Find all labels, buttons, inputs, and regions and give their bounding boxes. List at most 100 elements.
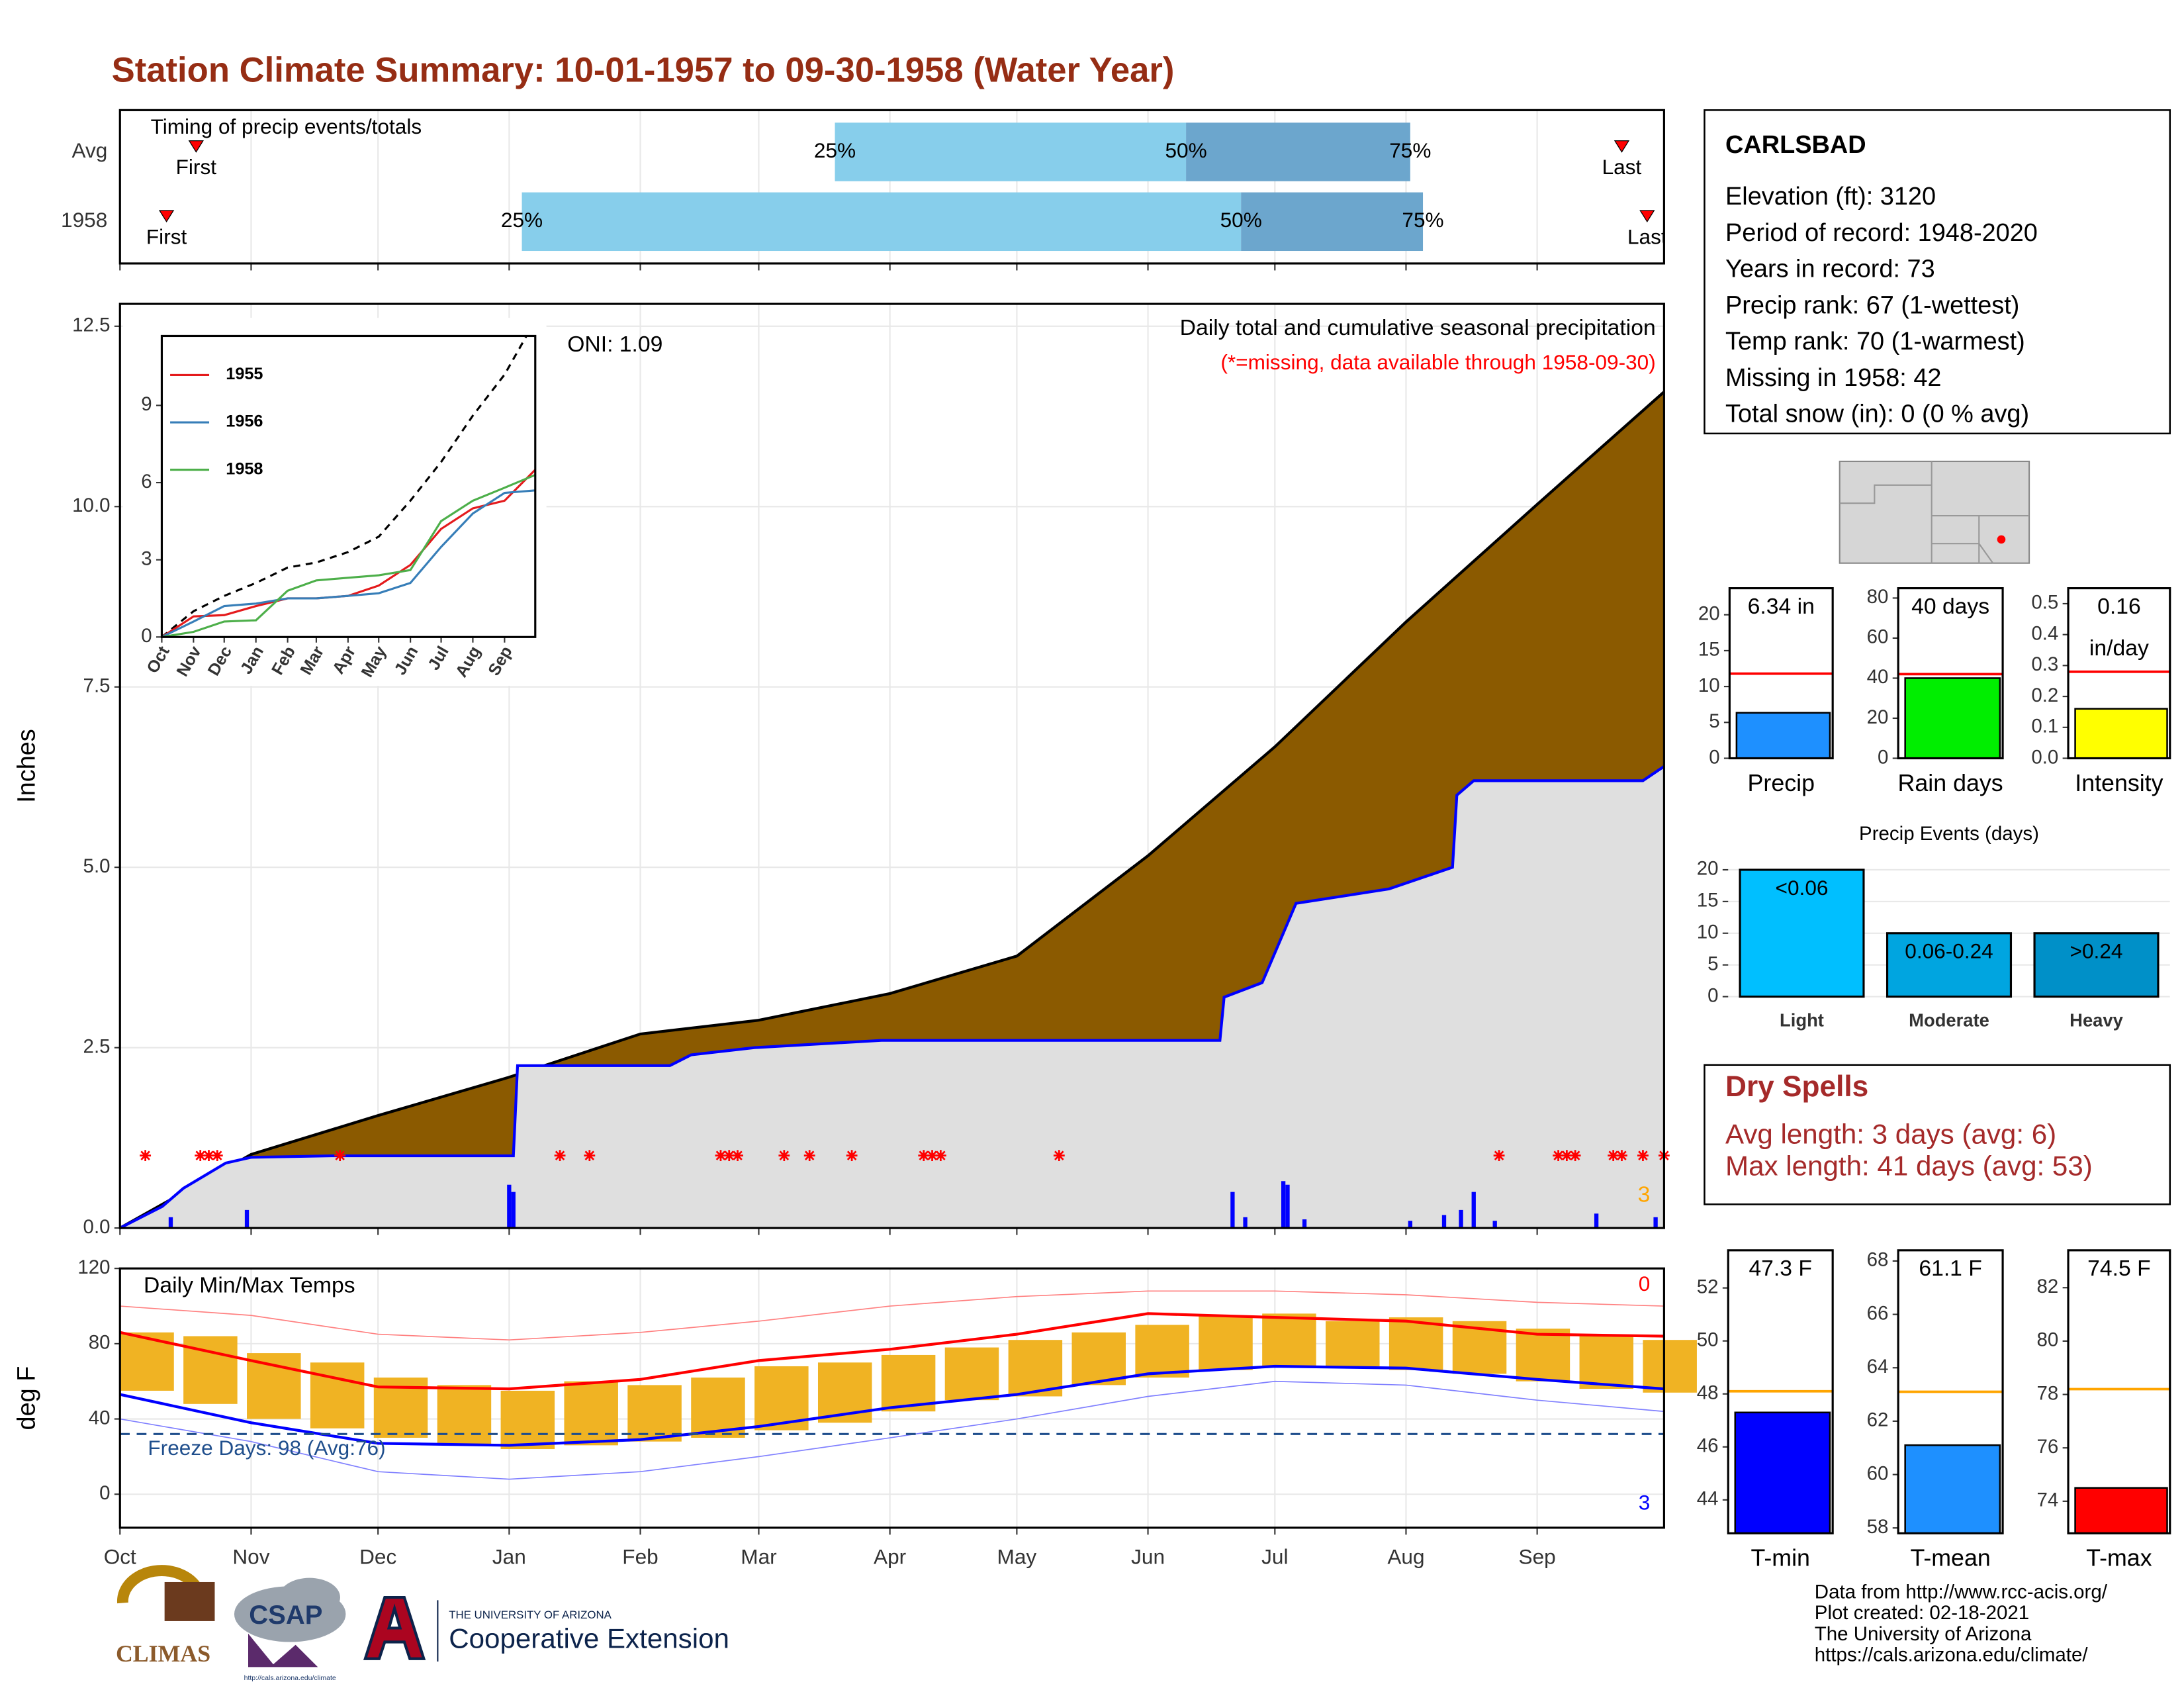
temp-line — [120, 1380, 1664, 1480]
y-tick-label: 46 — [1697, 1435, 1719, 1457]
y-tick-label: 66 — [1867, 1302, 1889, 1324]
x-tick-label: Mar — [741, 1545, 776, 1569]
daily-precip-bar — [1441, 1215, 1447, 1229]
map-borders — [1839, 461, 2030, 563]
y-tick-label: 6 — [141, 471, 152, 492]
y-tick-label: 120 — [77, 1256, 110, 1278]
daily-precip-bar — [511, 1192, 516, 1229]
gauge-label: T-max — [2086, 1545, 2152, 1571]
average-line — [161, 336, 528, 637]
locator-map — [1839, 460, 2030, 564]
quantile-label: 75% — [1389, 138, 1431, 162]
missing-marker — [195, 1150, 206, 1162]
plot-frame — [118, 303, 1665, 1229]
x-tick-label: Heavy — [2070, 1010, 2123, 1031]
y-tick-label: 58 — [1867, 1516, 1889, 1538]
quantile-bar — [835, 122, 1187, 181]
y-tick-label: 5 — [1707, 953, 1718, 974]
y-tick-label: 15 — [1697, 890, 1719, 912]
y-tick-label: 0.0 — [83, 1216, 111, 1238]
y-tick-label: 0.2 — [2031, 684, 2058, 706]
gauge-bar — [1735, 712, 1831, 759]
y-tick-label: 0 — [1707, 984, 1718, 1006]
daily-temp-bar — [1326, 1321, 1380, 1366]
missing-marker — [1561, 1150, 1572, 1162]
y-tick-label: 5 — [1709, 710, 1719, 732]
gauge-bar — [1904, 677, 2001, 759]
daily-precip-bar — [507, 1184, 512, 1229]
missing-marker — [1493, 1150, 1505, 1162]
gauge-bar — [2074, 1487, 2168, 1534]
dry-spells-title: Dry Spells — [1725, 1070, 1868, 1103]
marker-label: First — [176, 155, 217, 179]
inset-background — [122, 318, 547, 686]
y-tick-label: 0.1 — [2031, 716, 2058, 737]
bar — [1886, 932, 2013, 998]
station-line: Years in record: 73 — [1725, 256, 1935, 283]
csap-url: http://cals.arizona.edu/climate — [244, 1674, 336, 1682]
station-line: Precip rank: 67 (1-wettest) — [1725, 291, 2019, 319]
missing-marker — [584, 1150, 596, 1162]
missing-marker — [334, 1150, 346, 1162]
corner-label: 0 — [1639, 1272, 1651, 1295]
y-axis-label: Inches — [13, 729, 40, 803]
plot-frame — [1727, 1249, 1834, 1534]
y-tick-label: 80 — [2037, 1329, 2059, 1351]
daily-temp-bar — [1199, 1315, 1253, 1370]
x-tick-label: Moderate — [1909, 1010, 1989, 1031]
gauge-value-label: 61.1 F — [1919, 1256, 1982, 1281]
footer: Data from http://www.rcc-acis.org/ Plot … — [1815, 1581, 2108, 1666]
daily-temp-bar — [881, 1354, 936, 1412]
y-tick-label: 0.0 — [2031, 746, 2058, 768]
event-marker — [188, 140, 205, 153]
y-tick-label: 10.0 — [72, 494, 110, 516]
corner-label: 3 — [1639, 1490, 1651, 1514]
cumulative-line — [119, 391, 1665, 1229]
y-tick-label: 7.5 — [83, 675, 111, 697]
station-dot — [1997, 535, 2006, 544]
daily-temp-bar — [1135, 1325, 1189, 1378]
y-tick-label: 40 — [1867, 666, 1889, 688]
footer-line: Data from http://www.rcc-acis.org/ — [1815, 1581, 2108, 1603]
missing-marker — [732, 1150, 743, 1162]
missing-marker — [1053, 1150, 1065, 1162]
y-tick-label: 12.5 — [72, 314, 110, 336]
logos: CLIMAS CSAP http://cals.arizona.edu/clim… — [116, 1565, 729, 1682]
missing-marker — [1569, 1150, 1581, 1162]
missing-marker — [1616, 1150, 1627, 1162]
quantile-bar — [522, 192, 1242, 252]
gauge-bar — [1904, 1444, 2001, 1534]
cumulative-area — [120, 766, 1664, 1229]
chart-title: Precip Events (days) — [1859, 823, 2039, 845]
y-tick-label: 50 — [1697, 1329, 1719, 1350]
legend-label: 1956 — [226, 412, 263, 431]
page-title: Station Climate Summary: 10-01-1957 to 0… — [112, 50, 1175, 89]
quantile-bar — [1241, 192, 1424, 252]
row-label: Avg — [71, 138, 107, 162]
y-tick-label: 62 — [1867, 1409, 1889, 1431]
plot-frame — [160, 334, 537, 638]
missing-marker — [1637, 1150, 1649, 1162]
plot-frame — [118, 109, 1665, 265]
plot-frame — [1728, 587, 1834, 760]
station-line: Total snow (in): 0 (0 % avg) — [1725, 400, 2029, 428]
row-label: 1958 — [61, 208, 107, 232]
x-tick-label: Dec — [359, 1545, 396, 1569]
inset-clip — [161, 336, 535, 637]
gauge-value-label: 0.16 — [2097, 594, 2141, 619]
daily-temp-bar — [627, 1385, 682, 1442]
missing-marker — [554, 1150, 566, 1162]
bar-label: <0.06 — [1776, 876, 1829, 900]
daily-precip-bar — [1471, 1192, 1476, 1229]
daily-precip-bar — [1408, 1221, 1413, 1229]
missing-marker — [1553, 1150, 1565, 1162]
x-tick-label: Oct — [104, 1545, 136, 1569]
gauge-value-label: 74.5 F — [2087, 1256, 2151, 1281]
daily-temp-bar — [1643, 1340, 1697, 1393]
y-tick-label: 68 — [1867, 1249, 1889, 1271]
x-tick-label: May — [997, 1545, 1037, 1569]
missing-marker — [934, 1150, 946, 1162]
